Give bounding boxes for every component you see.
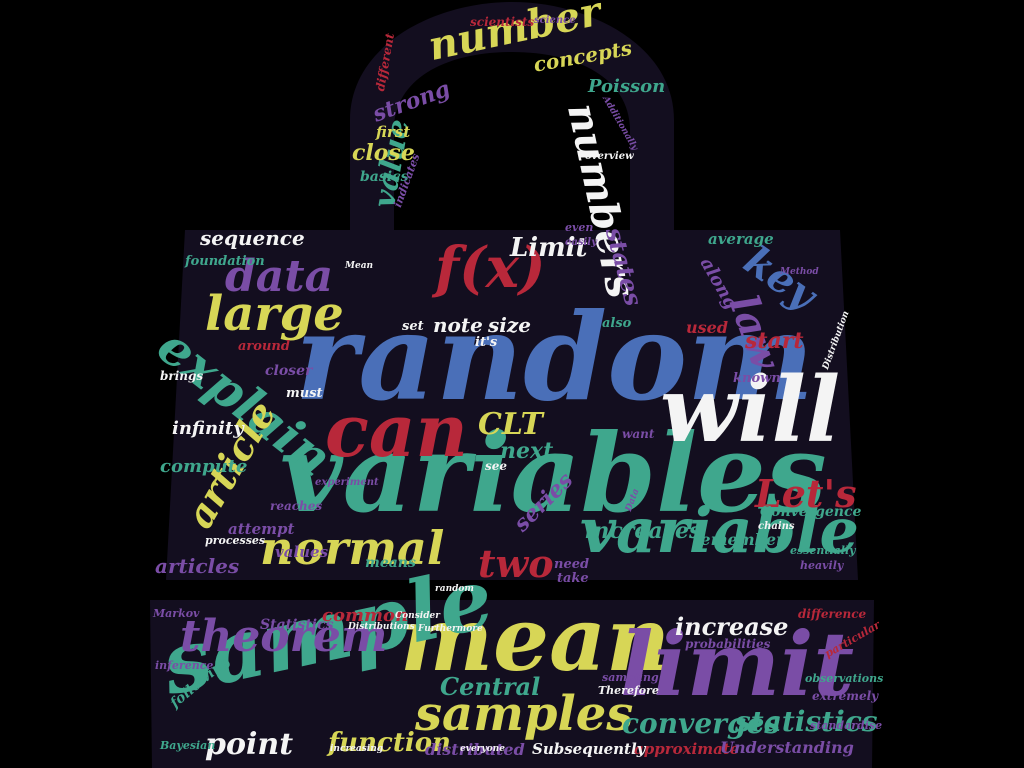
cloud-word: mean [400, 587, 671, 691]
cloud-word: experiment [315, 477, 379, 488]
cloud-word: Poisson [588, 76, 666, 97]
cloud-word: theorem [180, 611, 388, 662]
cloud-word: scientists [470, 15, 535, 29]
cloud-word: chains [758, 521, 795, 532]
cloud-word: attempt [228, 520, 295, 538]
cloud-word: even [565, 221, 594, 234]
cloud-word: will [660, 357, 841, 463]
cloud-word: Convergence [760, 504, 862, 520]
cloud-word: f(x) [435, 235, 546, 301]
cloud-word: infinity [172, 418, 244, 439]
cloud-word: statistics [735, 705, 878, 738]
cloud-word: increase [675, 612, 789, 641]
cloud-word: foundation [185, 254, 265, 269]
cloud-word: increases [585, 518, 702, 544]
cloud-word: see [485, 459, 508, 473]
cloud-word: can [325, 388, 468, 473]
cloud-word: sampling [602, 671, 659, 684]
cloud-word: need [554, 557, 590, 572]
cloud-word: take [557, 571, 589, 586]
cloud-word: extremely [812, 689, 879, 703]
cloud-word: approximate [634, 740, 740, 758]
cloud-word: Statistics [260, 617, 334, 633]
cloud-word: compute [160, 456, 248, 477]
cloud-word: Central [440, 672, 541, 701]
cloud-word: easily [565, 237, 597, 248]
cloud-word: Markov [153, 607, 200, 620]
cloud-word: normal [260, 521, 445, 575]
cloud-word: brings [160, 369, 204, 383]
cloud-word: large [205, 286, 344, 342]
handbag-silhouette [150, 2, 874, 768]
cloud-word: distributed [425, 740, 525, 759]
cloud-word: inference [155, 659, 214, 672]
cloud-word: around [238, 339, 290, 354]
cloud-word: observations [805, 672, 884, 685]
cloud-word: used [686, 318, 729, 337]
cloud-word: samples [415, 686, 634, 742]
cloud-word: average [708, 230, 774, 248]
cloud-word: science [534, 15, 576, 26]
cloud-word: essentially [790, 544, 856, 557]
cloud-word: next [500, 438, 554, 464]
cloud-word: function [328, 728, 451, 758]
cloud-word: variable [580, 494, 859, 567]
cloud-word: must [286, 386, 323, 401]
cloud-word: values [275, 543, 329, 561]
cloud-word: probabilities [685, 637, 771, 651]
cloud-word: closer [265, 363, 313, 379]
cloud-word: processes [205, 534, 266, 547]
cloud-word: variables [280, 411, 827, 537]
cloud-word: heavily [800, 559, 844, 572]
cloud-word: converges [622, 707, 781, 740]
cloud-word: start [745, 328, 804, 354]
cloud-word: basics [360, 169, 409, 185]
cloud-word: also [602, 316, 632, 331]
cloud-word: Mean [345, 261, 374, 271]
cloud-word: Limit [510, 233, 588, 263]
cloud-word: CLT [478, 407, 543, 442]
cloud-word: difference [798, 607, 867, 621]
cloud-word: Consider [395, 611, 440, 621]
cloud-word: first [376, 123, 411, 141]
cloud-word: Method [780, 267, 819, 277]
cloud-word: Let's [755, 471, 857, 516]
cloud-word: articles [155, 554, 240, 578]
cloud-word: want [622, 427, 655, 441]
cloud-word: size [488, 313, 531, 337]
cloud-word: overview [585, 151, 634, 162]
cloud-word: two [478, 541, 554, 586]
cloud-word: close [352, 140, 415, 166]
cloud-word: means [365, 555, 416, 571]
cloud-word: Subsequently [532, 740, 646, 758]
cloud-word: common [322, 605, 409, 626]
cloud-word: remember [692, 530, 785, 549]
cloud-word: random [435, 584, 474, 594]
cloud-word: increasing [330, 744, 384, 754]
cloud-word: it's [475, 335, 498, 350]
cloud-word: Bayesian [160, 739, 216, 752]
cloud-word: reaches [270, 499, 323, 513]
cloud-word: sequence [200, 226, 305, 250]
cloud-word: Distributions [348, 622, 415, 632]
cloud-word: point [205, 727, 294, 762]
cloud-word: Understanding [720, 738, 854, 757]
cloud-word: standardise [810, 719, 883, 732]
cloud-word: limit [620, 612, 855, 716]
cloud-word: Therefore [598, 684, 659, 697]
cloud-word: note [433, 313, 483, 337]
cloud-word: known [733, 371, 781, 386]
cloud-word: everyone [460, 744, 505, 754]
cloud-word: random [295, 287, 815, 428]
cloud-word: data [225, 251, 334, 302]
cloud-word: Furthermore [418, 624, 483, 634]
cloud-word: set [402, 319, 424, 334]
